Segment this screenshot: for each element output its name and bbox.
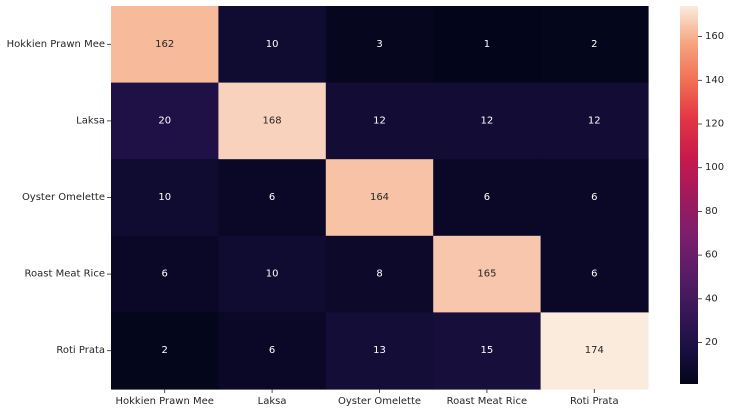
heatmap-cell [540, 159, 649, 237]
cell-value-label: 12 [481, 115, 494, 126]
cell-value-label: 10 [266, 39, 279, 50]
cell-value-label: 165 [477, 269, 496, 280]
heatmap-cell [218, 6, 327, 84]
heatmap-cell [111, 6, 219, 84]
heatmap-cell [433, 312, 542, 390]
colorbar-tick-label: 20 [705, 337, 718, 348]
cell-value-label: 1 [484, 39, 490, 50]
cell-value-label: 10 [266, 269, 279, 280]
y-axis-tick-labels: Hokkien Prawn Mee Laksa Oyster Omelette Roa… [7, 39, 111, 356]
colorbar-tick-label: 80 [705, 206, 718, 217]
cell-value-label: 164 [370, 192, 389, 203]
colorbar-tick-label: 120 [705, 119, 724, 130]
heatmap-cell [111, 82, 219, 160]
x-tick-label: Hokkien Prawn Mee [116, 396, 214, 407]
cell-value-label: 12 [373, 115, 386, 126]
heatmap-cell [218, 82, 327, 160]
x-tick-label: Laksa [258, 396, 287, 407]
heatmap-cell [325, 159, 434, 237]
heatmap-cell [111, 159, 219, 237]
x-tick-label: Roast Meat Rice [447, 396, 527, 407]
colorbar-tick-label: 160 [705, 31, 724, 42]
heatmap-cell [433, 82, 542, 160]
y-tick-label: Hokkien Prawn Mee [7, 39, 105, 50]
cell-value-label: 12 [588, 115, 601, 126]
cell-value-label: 174 [585, 345, 604, 356]
heatmap-cell [325, 235, 434, 313]
y-tick-label: Roti Prata [56, 345, 105, 356]
cell-value-label: 13 [373, 345, 386, 356]
x-tick-label: Roti Prata [570, 396, 619, 407]
cell-value-label: 6 [591, 192, 597, 203]
heatmap-cell [433, 235, 542, 313]
cell-value-label: 15 [481, 345, 494, 356]
heatmap-cell [433, 6, 542, 84]
y-tick-label: Roast Meat Rice [25, 269, 105, 280]
y-tick-label: Laksa [76, 115, 105, 126]
x-axis-tick-labels: Hokkien Prawn Mee Laksa Oyster Omelette Roa… [116, 389, 619, 407]
heatmap-cell [540, 312, 649, 390]
heatmap-cell [218, 159, 327, 237]
cell-value-label: 6 [269, 192, 275, 203]
heatmap-cell [540, 6, 649, 84]
cell-value-label: 10 [158, 192, 171, 203]
cell-value-label: 6 [162, 269, 168, 280]
cell-value-label: 2 [162, 345, 168, 356]
colorbar-tick-label: 40 [705, 293, 718, 304]
heatmap-cell [111, 235, 219, 313]
cell-value-label: 6 [591, 269, 597, 280]
cell-value-label: 2 [591, 39, 597, 50]
heatmap-cell [325, 6, 434, 84]
cell-value-label: 3 [376, 39, 382, 50]
heatmap-cell [111, 312, 219, 390]
heatmap-cell [325, 312, 434, 390]
colorbar: 20 40 60 80 100 120 140 160 [680, 6, 724, 384]
heatmap-cell [540, 82, 649, 160]
cell-value-label: 168 [263, 115, 282, 126]
cell-value-label: 162 [155, 39, 174, 50]
cell-value-label: 20 [158, 115, 171, 126]
colorbar-tick-label: 60 [705, 250, 718, 261]
x-tick-label: Oyster Omelette [338, 396, 421, 407]
y-tick-label: Oyster Omelette [22, 192, 105, 203]
colorbar-gradient [680, 6, 698, 384]
heatmap-cell [540, 235, 649, 313]
cell-value-label: 6 [484, 192, 490, 203]
colorbar-tick-label: 100 [705, 162, 724, 173]
heatmap-cell [325, 82, 434, 160]
heatmap-cell [218, 312, 327, 390]
heatmap-cell [218, 235, 327, 313]
colorbar-tick-label: 140 [705, 75, 724, 86]
cell-value-label: 8 [376, 269, 382, 280]
cell-value-label: 6 [269, 345, 275, 356]
heatmap-cell [433, 159, 542, 237]
